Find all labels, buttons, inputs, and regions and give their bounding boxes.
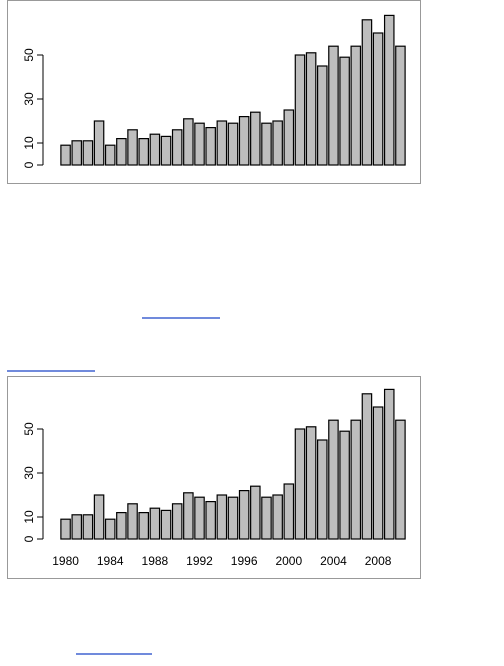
bar [71, 514, 83, 540]
bar [104, 518, 116, 540]
bar [283, 483, 295, 540]
bar [283, 109, 295, 166]
bar [395, 45, 406, 166]
bar [272, 120, 283, 166]
bar [294, 54, 306, 166]
x-tick-label: 2008 [365, 554, 392, 568]
bar [383, 14, 395, 166]
bar [227, 122, 239, 166]
bar [317, 65, 328, 166]
bar [361, 393, 373, 540]
bar [194, 122, 205, 166]
bar [60, 518, 71, 540]
bar [328, 419, 339, 540]
y-tick-label: 50 [22, 422, 36, 436]
bar [160, 509, 172, 540]
bar [71, 140, 83, 166]
bar [171, 129, 183, 166]
bar [383, 388, 395, 540]
bar [194, 496, 205, 540]
bar [82, 514, 94, 540]
bar [183, 492, 194, 540]
bar [183, 118, 194, 166]
y-tick-label: 10 [22, 510, 36, 524]
bar [350, 419, 362, 540]
bar [104, 144, 116, 166]
bar [361, 19, 373, 166]
x-tick-label: 2004 [320, 554, 347, 568]
bar [261, 496, 272, 540]
bar [127, 129, 138, 166]
x-tick-label: 1980 [52, 554, 79, 568]
bar [250, 485, 261, 540]
bar [116, 138, 127, 166]
y-tick-label: 50 [22, 48, 36, 62]
bar [372, 32, 384, 166]
bar [305, 426, 317, 540]
bar [238, 115, 250, 166]
y-tick-label: 0 [22, 535, 36, 542]
bar [149, 507, 161, 540]
bar [149, 133, 161, 166]
x-tick-label: 1992 [186, 554, 213, 568]
bar [350, 45, 362, 166]
bar [216, 494, 228, 540]
bar [261, 122, 272, 166]
chart-frame [7, 376, 421, 579]
bar [238, 490, 250, 540]
bar [317, 439, 328, 540]
bar [227, 496, 239, 540]
chart-frame [7, 0, 421, 184]
bar [372, 406, 384, 540]
bar [205, 501, 216, 540]
y-tick-label: 30 [22, 466, 36, 480]
bar [272, 494, 283, 540]
bar [205, 126, 216, 166]
x-tick-label: 1988 [142, 554, 169, 568]
bar [339, 56, 350, 166]
bar [160, 135, 172, 166]
bar [216, 120, 228, 166]
bar [127, 503, 138, 540]
y-tick-label: 10 [22, 136, 36, 150]
y-tick-label: 30 [22, 92, 36, 106]
bar [93, 120, 105, 166]
bar [250, 111, 261, 166]
bar [294, 428, 306, 540]
x-tick-label: 1996 [231, 554, 258, 568]
x-tick-label: 2000 [275, 554, 302, 568]
bar [171, 503, 183, 540]
bar [82, 140, 94, 166]
bar [138, 511, 149, 540]
bar [116, 511, 127, 540]
bar [60, 144, 71, 166]
bar [93, 494, 105, 540]
x-tick-label: 1984 [97, 554, 124, 568]
bar [305, 52, 317, 166]
bar [328, 45, 339, 166]
bar [138, 138, 149, 166]
y-tick-label: 0 [22, 161, 36, 168]
bar [395, 419, 406, 540]
bar [339, 430, 350, 540]
